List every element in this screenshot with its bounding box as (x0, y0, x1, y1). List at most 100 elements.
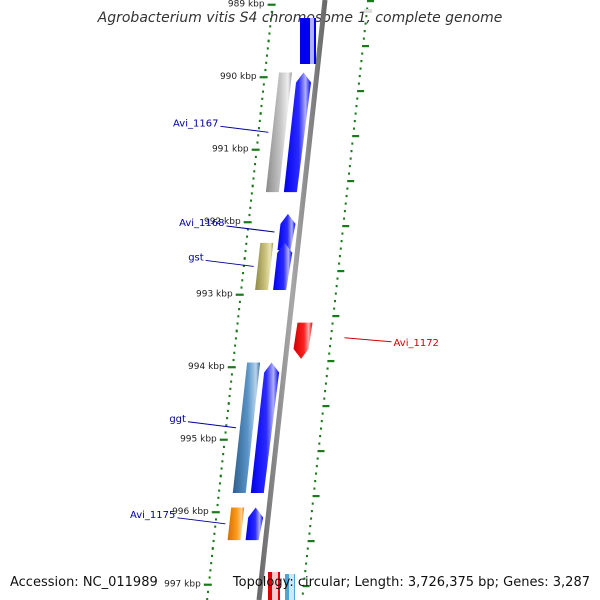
outer-tick (355, 105, 358, 108)
inner-minor-tick (233, 351, 236, 354)
inner-minor-tick (262, 83, 265, 86)
inner-minor-tick (270, 18, 273, 21)
inner-minor-tick (266, 47, 269, 50)
outer-tick (362, 37, 365, 40)
inner-minor-tick (211, 547, 214, 550)
inner-minor-tick (246, 228, 249, 231)
outer-tick (349, 157, 352, 160)
inner-major-tick (243, 221, 252, 224)
outer-tick (327, 360, 335, 363)
inner-minor-tick (268, 32, 271, 35)
outer-tick (358, 75, 361, 78)
gene-arrow[interactable] (245, 507, 264, 541)
gene-avi-1168[interactable]: Avi_1168 (179, 213, 296, 251)
inner-minor-tick (265, 61, 268, 64)
outer-tick (329, 337, 332, 340)
gene-avi-1167[interactable]: Avi_1167 (173, 72, 312, 193)
gene-avi-1175[interactable]: Avi_1175 (130, 507, 264, 541)
outer-tick (313, 487, 316, 490)
inner-minor-tick (212, 539, 215, 543)
outer-tick (343, 210, 346, 213)
kbp-label: 992 kbp (204, 217, 241, 227)
inner-minor-tick (224, 431, 227, 434)
inner-minor-tick (218, 489, 221, 492)
inner-minor-tick (257, 134, 260, 137)
inner-minor-tick (208, 576, 211, 579)
inner-minor-tick (237, 315, 240, 318)
outer-tick (312, 495, 320, 498)
outer-tick (353, 120, 356, 123)
cog-category-block (265, 72, 293, 193)
topology-label: Topology: circular; Length: 3,726,375 bp… (232, 575, 590, 590)
gene-arrow[interactable] (273, 242, 293, 290)
outer-tick (310, 510, 313, 513)
inner-minor-tick (238, 300, 241, 304)
gene-arrow[interactable] (277, 213, 296, 251)
inner-minor-tick (230, 380, 233, 383)
outer-tick (302, 585, 310, 588)
cog-category-block (255, 242, 274, 290)
outer-tick (335, 285, 338, 288)
outer-tick (347, 180, 355, 183)
outer-tick (350, 150, 353, 153)
gene-avi-1172[interactable]: Avi_1172 (293, 322, 439, 359)
gene-label-leader (226, 225, 275, 233)
outer-tick (348, 165, 351, 168)
inner-minor-tick (225, 424, 228, 427)
outer-tick (346, 187, 349, 190)
kbp-scale: 989 kbp 990 kbp 991 kbp 992 kbp 993 kbp 994 k… (164, 0, 265, 590)
outer-tick (362, 45, 370, 48)
outer-tick (311, 502, 314, 505)
inner-minor-tick (216, 503, 219, 507)
outer-tick (320, 420, 323, 423)
inner-minor-tick (270, 10, 273, 14)
inner-minor-tick (240, 286, 243, 289)
partial-feature-top (300, 9, 372, 64)
inner-minor-tick (250, 199, 253, 202)
outer-tick (342, 225, 350, 228)
inner-minor-tick (267, 40, 270, 43)
kbp-label: 995 kbp (180, 435, 217, 445)
inner-minor-tick (213, 532, 216, 535)
outer-tick (341, 232, 344, 235)
inner-minor-tick (254, 163, 257, 166)
inner-major-tick (227, 366, 236, 369)
outer-tick (345, 195, 348, 198)
outer-tick (332, 315, 340, 318)
kbp-label: 991 kbp (212, 145, 249, 155)
gene-ggt[interactable]: ggt (169, 362, 280, 494)
inner-minor-tick (250, 192, 253, 195)
inner-minor-tick (226, 417, 229, 420)
outer-tick (328, 352, 331, 355)
inner-minor-tick (236, 322, 239, 325)
gene-arrow[interactable] (293, 322, 313, 359)
outer-tick (338, 262, 341, 265)
outer-tick (305, 562, 308, 565)
outer-tick (301, 592, 304, 595)
inner-minor-tick (222, 445, 225, 449)
gene-label-leader (187, 421, 237, 429)
outer-tick (325, 375, 328, 378)
inner-minor-tick (210, 562, 213, 565)
inner-minor-tick (253, 170, 256, 173)
outer-tick (304, 570, 307, 573)
outer-tick (333, 307, 336, 310)
inner-minor-tick (259, 112, 262, 115)
outer-tick (305, 555, 308, 558)
inner-minor-tick (242, 272, 245, 275)
gene-gst[interactable]: gst (188, 242, 293, 290)
outer-tick (339, 247, 342, 250)
outer-tick (310, 517, 313, 520)
gene-label-leader (177, 517, 226, 525)
inner-minor-tick (214, 518, 217, 521)
outer-tick-track (301, 0, 374, 595)
inner-minor-tick (261, 97, 264, 100)
inner-minor-tick (217, 496, 220, 499)
gene-arrow[interactable] (283, 72, 312, 193)
accession-label: Accession: NC_011989 (10, 575, 158, 590)
inner-minor-tick (245, 242, 248, 245)
inner-minor-tick (241, 279, 244, 282)
gene-arrow[interactable] (250, 362, 280, 494)
kbp-label: 993 kbp (196, 290, 233, 300)
